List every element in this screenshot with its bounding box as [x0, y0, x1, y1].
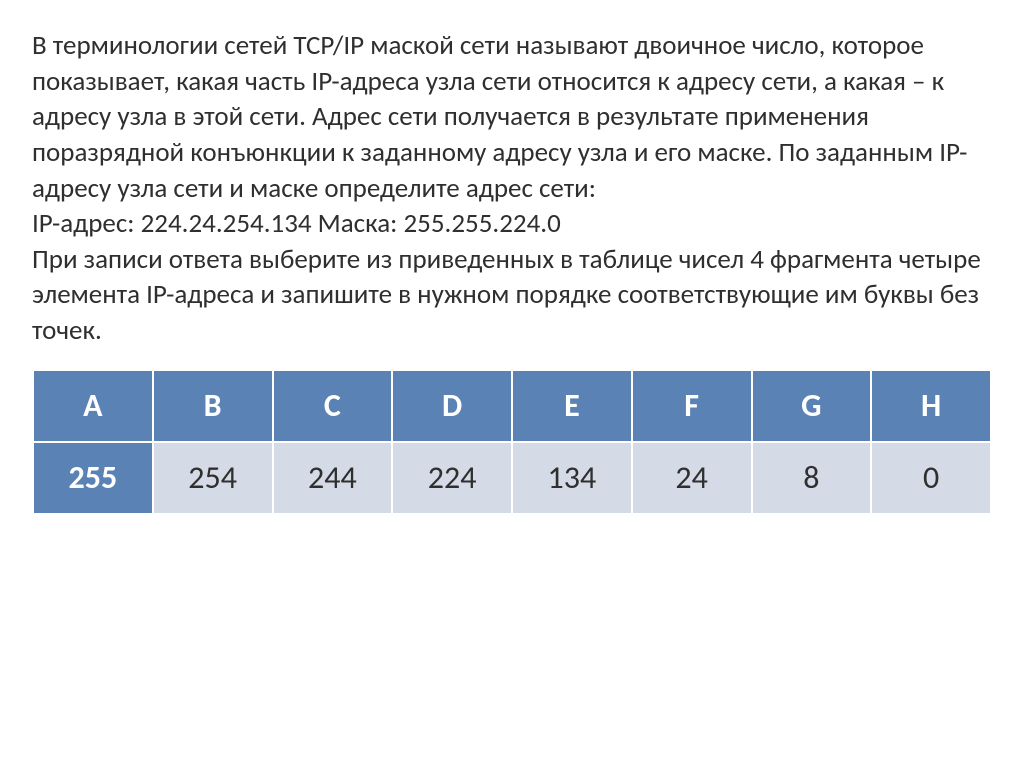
col-header: E [512, 370, 632, 442]
value-cell: 8 [752, 442, 872, 514]
value-cell: 0 [871, 442, 991, 514]
col-header: B [153, 370, 273, 442]
col-header: H [871, 370, 991, 442]
value-cell: 255 [33, 442, 153, 514]
problem-text: В терминологии сетей TCP/IP маской сети … [32, 28, 992, 349]
slide-page: В терминологии сетей TCP/IP маской сети … [0, 0, 1024, 515]
table-value-row: 255 254 244 224 134 24 8 0 [33, 442, 991, 514]
col-header: G [752, 370, 872, 442]
col-header: D [392, 370, 512, 442]
table-header-row: A B C D E F G H [33, 370, 991, 442]
col-header: A [33, 370, 153, 442]
value-cell: 134 [512, 442, 632, 514]
col-header: C [273, 370, 393, 442]
value-cell: 254 [153, 442, 273, 514]
value-cell: 224 [392, 442, 512, 514]
value-cell: 244 [273, 442, 393, 514]
col-header: F [632, 370, 752, 442]
value-cell: 24 [632, 442, 752, 514]
answer-table: A B C D E F G H 255 254 244 224 134 24 8… [32, 369, 992, 515]
